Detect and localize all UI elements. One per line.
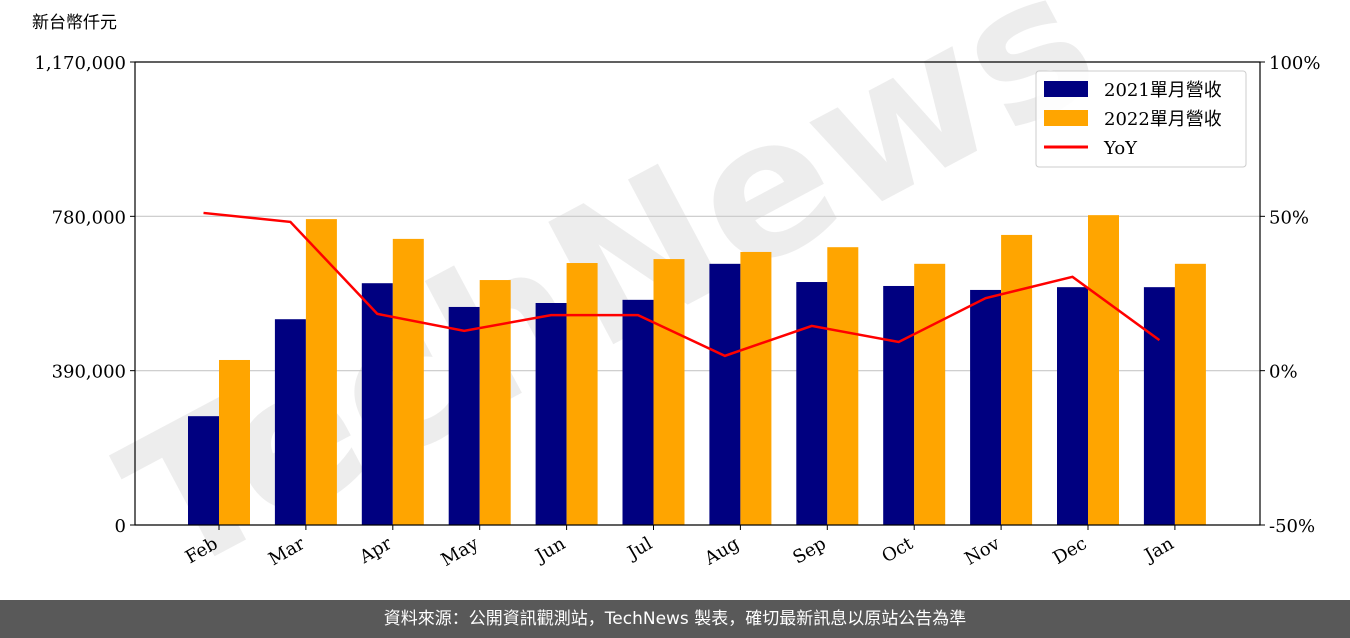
y2-tick-label: 50%: [1269, 207, 1309, 228]
source-footer: 資料來源：公開資訊觀測站，TechNews 製表，確切最新訊息以原站公告為準: [0, 600, 1350, 638]
x-tick-label: Apr: [355, 533, 395, 568]
bar: [1174, 263, 1206, 525]
x-tick-label: Dec: [1050, 533, 1091, 569]
bar: [448, 306, 480, 525]
x-tick-label: May: [438, 533, 483, 571]
y2-tick-label: 100%: [1269, 53, 1320, 74]
bar: [566, 263, 598, 525]
y-tick-label: 0: [115, 516, 126, 537]
bar: [1001, 234, 1033, 525]
y-axis-unit: 新台幣仟元: [32, 13, 117, 33]
plot-frame: [134, 61, 1261, 526]
y2-tick-label: 0%: [1269, 362, 1298, 383]
bar: [653, 259, 685, 525]
bar: [274, 319, 306, 525]
y-tick-label: 780,000: [52, 207, 126, 228]
y-tick-label: 390,000: [52, 362, 126, 383]
bar: [709, 263, 741, 525]
x-tick-label: Aug: [700, 533, 743, 570]
x-tick-label: Jun: [531, 533, 570, 568]
legend-label: 2021單月營收: [1104, 80, 1222, 101]
x-tick-label: Jan: [1140, 533, 1178, 567]
bar: [305, 219, 337, 525]
bar: [361, 283, 393, 525]
bar: [1143, 287, 1175, 525]
legend-label: 2022單月營收: [1104, 109, 1222, 130]
bar: [827, 247, 859, 525]
y-tick-label: 1,170,000: [34, 53, 126, 74]
bar: [740, 251, 772, 525]
x-tick-label: Nov: [961, 533, 1004, 570]
legend-label: YoY: [1103, 138, 1138, 159]
x-tick-label: Jul: [622, 533, 656, 565]
bar: [392, 238, 424, 525]
bar: [1088, 215, 1119, 525]
legend-swatch: [1044, 110, 1088, 126]
bar: [883, 285, 915, 525]
bar: [796, 282, 828, 525]
bar: [914, 263, 946, 525]
bar: [622, 299, 654, 525]
x-tick-label: Oct: [878, 533, 917, 568]
bar: [188, 416, 219, 525]
bar: [970, 289, 1002, 525]
legend-swatch: [1044, 81, 1088, 97]
legend: 2021單月營收 2022單月營收 YoY: [1035, 70, 1247, 168]
bar: [219, 359, 250, 525]
bar: [479, 280, 511, 525]
chart: 新台幣仟元 TechNews0390,000780,0001,170,000-5…: [32, 0, 1320, 618]
bar: [1057, 287, 1088, 525]
x-tick-label: Sep: [789, 533, 829, 568]
legend-box: [1035, 70, 1247, 168]
yoy-line: [203, 211, 1161, 358]
y2-tick-label: -50%: [1269, 516, 1315, 537]
bar: [535, 302, 567, 525]
